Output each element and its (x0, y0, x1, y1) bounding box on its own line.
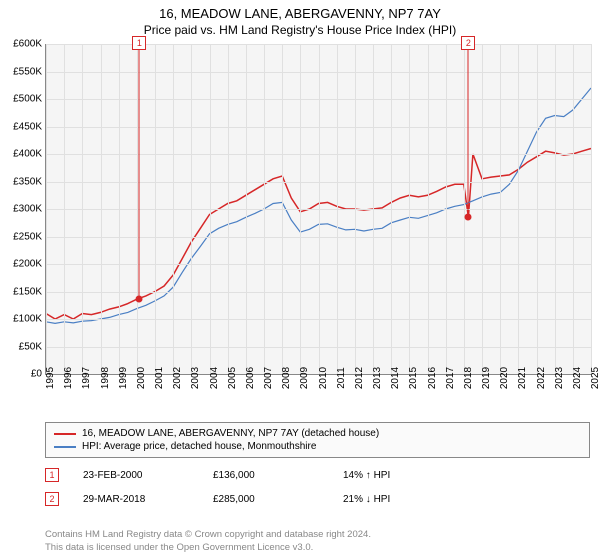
legend-item: HPI: Average price, detached house, Monm… (54, 440, 581, 453)
legend-label: 16, MEADOW LANE, ABERGAVENNY, NP7 7AY (d… (82, 428, 379, 439)
legend-box: 16, MEADOW LANE, ABERGAVENNY, NP7 7AY (d… (45, 422, 590, 458)
y-tick-label: £350K (13, 176, 42, 187)
x-tick-label: 2003 (190, 367, 201, 389)
sale-marker-dot-1 (136, 296, 143, 303)
y-tick-label: £200K (13, 259, 42, 270)
x-tick-label: 1999 (118, 367, 129, 389)
x-tick-label: 1995 (45, 367, 56, 389)
footer-line-1: Contains HM Land Registry data © Crown c… (45, 529, 371, 541)
chart-title: 16, MEADOW LANE, ABERGAVENNY, NP7 7AY (0, 0, 600, 21)
chart-subtitle: Price paid vs. HM Land Registry's House … (0, 21, 600, 41)
x-tick-label: 2012 (354, 367, 365, 389)
legend-label: HPI: Average price, detached house, Monm… (82, 441, 316, 452)
legend-item: 16, MEADOW LANE, ABERGAVENNY, NP7 7AY (d… (54, 427, 581, 440)
x-tick-label: 2015 (408, 367, 419, 389)
x-tick-label: 2011 (336, 367, 347, 389)
x-tick-label: 2023 (554, 367, 565, 389)
x-tick-label: 2010 (318, 367, 329, 389)
y-tick-label: £500K (13, 94, 42, 105)
x-tick-label: 2001 (154, 367, 165, 389)
sale-marker-2: 2 (45, 492, 59, 506)
x-tick-label: 2020 (499, 367, 510, 389)
footer-attribution: Contains HM Land Registry data © Crown c… (45, 529, 371, 554)
x-tick-label: 2013 (372, 367, 383, 389)
sale-date-1: 23-FEB-2000 (83, 470, 213, 481)
sale-marker-flag-1: 1 (132, 36, 146, 50)
y-tick-label: £50K (19, 341, 42, 352)
sale-price-2: £285,000 (213, 494, 343, 505)
x-tick-label: 2002 (172, 367, 183, 389)
x-tick-label: 2021 (517, 367, 528, 389)
legend-swatch (54, 433, 76, 435)
y-tick-label: £600K (13, 39, 42, 50)
legend-swatch (54, 446, 76, 448)
sale-pct-1: 14% ↑ HPI (343, 470, 390, 481)
x-tick-label: 1997 (81, 367, 92, 389)
x-tick-label: 2005 (227, 367, 238, 389)
y-tick-label: £550K (13, 66, 42, 77)
arrow-up-icon: ↑ (366, 470, 371, 481)
x-tick-label: 1996 (63, 367, 74, 389)
footer-line-2: This data is licensed under the Open Gov… (45, 542, 371, 554)
y-tick-label: £0 (31, 369, 42, 380)
sale-marker-dot-2 (465, 214, 472, 221)
y-tick-label: £150K (13, 286, 42, 297)
sale-marker-1: 1 (45, 468, 59, 482)
sale-row-1: 1 23-FEB-2000 £136,000 14% ↑ HPI (45, 468, 390, 482)
x-tick-label: 2019 (481, 367, 492, 389)
x-tick-label: 2007 (263, 367, 274, 389)
x-tick-label: 2025 (590, 367, 600, 389)
y-tick-label: £250K (13, 231, 42, 242)
x-tick-label: 2016 (427, 367, 438, 389)
x-tick-label: 2018 (463, 367, 474, 389)
x-tick-label: 2014 (390, 367, 401, 389)
x-tick-label: 2009 (299, 367, 310, 389)
y-tick-label: £100K (13, 314, 42, 325)
y-tick-label: £300K (13, 204, 42, 215)
sale-price-1: £136,000 (213, 470, 343, 481)
chart-plot-area: 12 (45, 44, 591, 375)
sale-pct-2: 21% ↓ HPI (343, 494, 390, 505)
x-tick-label: 2004 (209, 367, 220, 389)
x-tick-label: 2008 (281, 367, 292, 389)
y-tick-label: £400K (13, 149, 42, 160)
x-tick-label: 2017 (445, 367, 456, 389)
arrow-down-icon: ↓ (366, 494, 371, 505)
x-tick-label: 2006 (245, 367, 256, 389)
y-tick-label: £450K (13, 121, 42, 132)
x-tick-label: 2000 (136, 367, 147, 389)
x-tick-label: 2022 (536, 367, 547, 389)
x-tick-label: 2024 (572, 367, 583, 389)
sale-date-2: 29-MAR-2018 (83, 494, 213, 505)
x-tick-label: 1998 (100, 367, 111, 389)
sale-marker-flag-2: 2 (461, 36, 475, 50)
sale-row-2: 2 29-MAR-2018 £285,000 21% ↓ HPI (45, 492, 390, 506)
